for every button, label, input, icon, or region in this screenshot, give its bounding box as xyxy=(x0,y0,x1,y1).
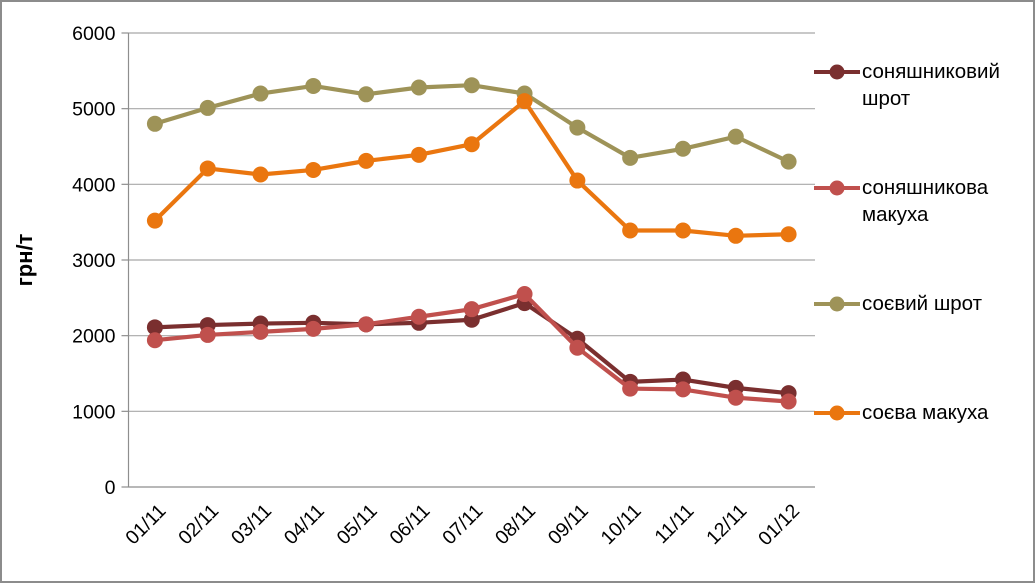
data-point xyxy=(674,381,691,398)
y-axis-title: грн/т xyxy=(12,233,37,286)
legend-label: соняшникова макуха xyxy=(862,176,989,226)
x-tick-label: 09/11 xyxy=(544,500,593,549)
data-point xyxy=(146,212,163,229)
data-point xyxy=(780,153,797,170)
data-point xyxy=(410,79,427,96)
data-point xyxy=(146,332,163,349)
legend-item: соєва макуха xyxy=(814,399,1024,426)
data-point xyxy=(463,136,480,153)
legend-label: соєвий шрот xyxy=(862,292,983,315)
data-point xyxy=(358,86,375,103)
x-tick-label: 12/11 xyxy=(702,500,751,549)
y-tick-label: 5000 xyxy=(72,99,116,121)
data-point xyxy=(252,85,269,102)
data-point xyxy=(252,166,269,183)
legend-marker-icon xyxy=(814,64,860,80)
legend-marker-icon xyxy=(814,405,860,421)
data-point xyxy=(305,320,322,337)
data-point xyxy=(516,286,533,303)
data-point xyxy=(410,146,427,163)
data-point xyxy=(199,160,216,177)
y-tick-label: 4000 xyxy=(72,174,116,196)
data-point xyxy=(727,389,744,406)
x-tick-label: 03/11 xyxy=(227,500,276,549)
legend-marker-icon xyxy=(814,180,860,196)
data-point xyxy=(780,393,797,410)
data-point xyxy=(199,99,216,116)
data-point xyxy=(146,319,163,336)
data-point xyxy=(358,152,375,169)
x-tick-label: 10/11 xyxy=(597,500,646,549)
x-tick-label: 05/11 xyxy=(333,500,382,549)
data-point xyxy=(358,316,375,333)
data-point xyxy=(463,77,480,94)
data-point xyxy=(622,380,639,397)
data-point xyxy=(252,323,269,340)
data-point xyxy=(569,339,586,356)
data-point xyxy=(569,172,586,189)
data-point xyxy=(305,161,322,178)
data-point xyxy=(199,326,216,343)
data-point xyxy=(463,301,480,318)
data-point xyxy=(569,119,586,136)
x-tick-label: 07/11 xyxy=(438,500,487,549)
x-tick-label: 08/11 xyxy=(491,500,540,549)
y-tick-label: 1000 xyxy=(72,401,116,423)
data-point xyxy=(516,93,533,110)
x-tick-label: 01/11 xyxy=(121,500,170,549)
data-point xyxy=(305,77,322,94)
legend-item: соняшникова макуха xyxy=(814,174,1024,228)
series-line-3 xyxy=(152,98,791,238)
data-point xyxy=(622,222,639,239)
data-point xyxy=(727,227,744,244)
legend-item: соєвий шрот xyxy=(814,290,1024,317)
data-point xyxy=(674,222,691,239)
legend-label: соняшниковий шрот xyxy=(862,60,1000,110)
y-tick-label: 2000 xyxy=(72,326,116,348)
data-point xyxy=(674,140,691,157)
x-tick-label: 06/11 xyxy=(385,500,434,549)
data-point xyxy=(146,115,163,132)
data-point xyxy=(622,149,639,166)
y-tick-label: 6000 xyxy=(72,23,116,45)
legend-item: соняшниковий шрот xyxy=(814,58,1024,112)
legend-marker-icon xyxy=(814,296,860,312)
y-tick-label: 3000 xyxy=(72,250,116,272)
x-tick-label: 11/11 xyxy=(650,500,698,548)
data-point xyxy=(727,128,744,145)
legend-label: соєва макуха xyxy=(862,401,989,424)
y-tick-label: 0 xyxy=(105,477,116,499)
data-point xyxy=(780,226,797,243)
x-tick-label: 04/11 xyxy=(280,500,329,549)
x-tick-label: 02/11 xyxy=(174,500,223,549)
chart-legend: соняшниковий шрот соняшникова макуха соєви… xyxy=(814,2,1032,581)
data-point xyxy=(410,308,427,325)
x-tick-label: 01/12 xyxy=(754,500,804,550)
